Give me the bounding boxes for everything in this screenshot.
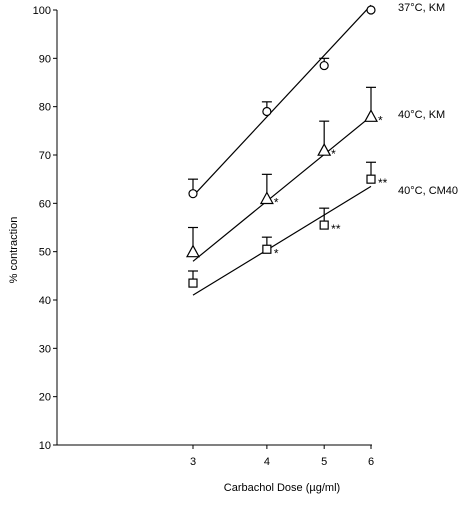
significance-marker: ** [378, 176, 388, 190]
significance-marker: ** [331, 222, 341, 236]
data-point-square [188, 278, 198, 288]
series-square: *****40°C, CM40 [188, 161, 458, 296]
y-tick-label: 20 [39, 392, 51, 404]
y-tick-label: 30 [39, 343, 51, 355]
data-point-triangle [185, 244, 201, 258]
data-point-circle [262, 106, 272, 117]
y-axis-label: % contraction [8, 217, 20, 284]
series-label: 40°C, KM [398, 109, 445, 121]
x-tick-label: 4 [264, 456, 270, 468]
series-triangle: *** 40°C, KM [185, 86, 445, 262]
y-tick-label: 90 [39, 53, 51, 65]
plot-area: 37°C, KM*** 40°C, KM*****40°C, CM40 [185, 2, 458, 296]
data-point-triangle [363, 109, 379, 122]
series-label: 40°C, CM40 [398, 185, 458, 197]
y-tick-label: 70 [39, 150, 51, 162]
x-tick-label: 3 [190, 456, 196, 468]
data-point-circle [188, 189, 198, 199]
fit-line [192, 115, 372, 262]
significance-marker: * [274, 246, 279, 260]
x-tick-label: 6 [368, 456, 374, 468]
y-tick-label: 100 [33, 5, 51, 17]
data-point-square [262, 244, 272, 254]
data-point-triangle [317, 142, 332, 156]
data-point-triangle [259, 191, 274, 205]
x-axis-label: Carbachol Dose (µg/ml) [224, 482, 340, 494]
data-point-square [319, 220, 329, 230]
data-point-circle [366, 5, 376, 15]
data-point-square [366, 174, 376, 184]
series-circle: 37°C, KM [188, 2, 445, 199]
y-tick-label: 40 [39, 295, 51, 307]
y-tick-label: 60 [39, 198, 51, 210]
fit-line [192, 4, 372, 197]
significance-marker: * [378, 113, 383, 127]
significance-marker: * [331, 147, 336, 161]
axes: 10 20 30 40 50 60 70 80 90 100 3 4 5 6 [33, 5, 374, 468]
y-tick-label: 50 [39, 247, 51, 259]
y-tick-label: 80 [39, 102, 51, 114]
x-tick-label: 5 [321, 456, 327, 468]
fit-line [192, 185, 372, 296]
series-label: 37°C, KM [398, 2, 445, 14]
y-tick-label: 10 [39, 440, 51, 452]
significance-marker: * [274, 196, 279, 210]
data-point-circle [319, 60, 329, 71]
